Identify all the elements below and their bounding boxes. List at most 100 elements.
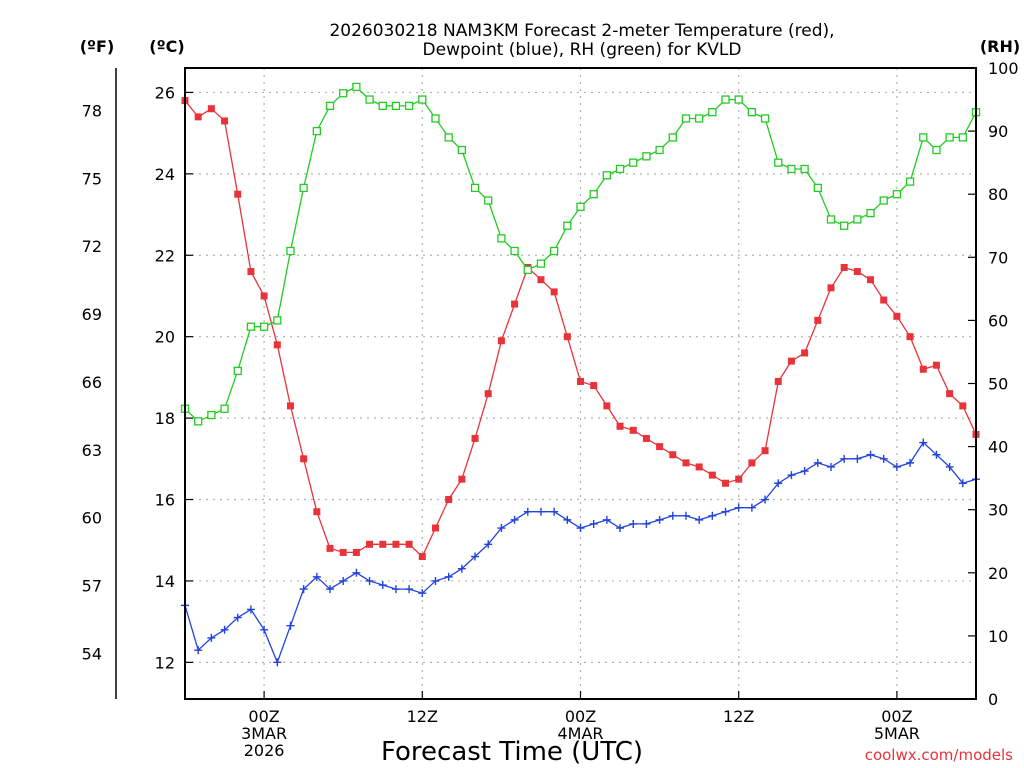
rh-point bbox=[905, 177, 915, 186]
rh-point bbox=[536, 259, 546, 268]
dewpoint-point bbox=[840, 454, 849, 463]
chart-title-line2: Dewpoint (blue), RH (green) for KVLD bbox=[423, 40, 742, 60]
rh-point bbox=[431, 114, 440, 123]
rh-point bbox=[259, 322, 269, 331]
rh-tick-label: 80 bbox=[988, 185, 1008, 204]
rh-series bbox=[180, 82, 981, 426]
rh-point bbox=[233, 366, 242, 376]
dewpoint-point bbox=[246, 605, 255, 614]
temperature-point bbox=[563, 333, 571, 341]
rh-point bbox=[510, 246, 519, 256]
temperature-point bbox=[537, 276, 545, 284]
temperature-point bbox=[286, 402, 294, 410]
rh-tick-label: 70 bbox=[988, 248, 1008, 267]
dewpoint-point bbox=[892, 462, 901, 471]
celsius-tick-label: 24 bbox=[155, 165, 175, 184]
temperature-point bbox=[590, 382, 598, 390]
dewpoint-point bbox=[681, 511, 690, 520]
temperature-point bbox=[853, 268, 861, 276]
celsius-tick-label: 22 bbox=[155, 246, 175, 265]
temperature-point bbox=[656, 443, 664, 451]
rh-point bbox=[879, 196, 888, 205]
dewpoint-point bbox=[589, 519, 598, 528]
dewpoint-point bbox=[233, 613, 242, 622]
temperature-point bbox=[840, 263, 848, 271]
rh-point bbox=[945, 133, 954, 142]
temperature-point bbox=[814, 316, 822, 324]
rh-point bbox=[325, 101, 335, 111]
time-tick-label: 4MAR bbox=[557, 724, 603, 743]
dewpoint-point bbox=[471, 552, 480, 561]
fahrenheit-tick-label: 63 bbox=[82, 441, 102, 460]
rh-point bbox=[958, 133, 967, 142]
temperature-point bbox=[326, 544, 334, 552]
temperature-point bbox=[339, 548, 347, 556]
temperature-point bbox=[352, 548, 360, 556]
temperature-point bbox=[787, 357, 795, 365]
rh-point bbox=[721, 95, 730, 104]
rh-point bbox=[286, 246, 295, 256]
rh-point bbox=[576, 202, 585, 211]
rh-point bbox=[484, 196, 493, 205]
dewpoint-point bbox=[747, 503, 756, 512]
rh-point bbox=[497, 234, 506, 243]
rh-point bbox=[932, 145, 941, 155]
temperature-point bbox=[669, 451, 677, 459]
rh-point bbox=[457, 145, 467, 155]
rh-tick-label: 10 bbox=[988, 627, 1008, 646]
rh-tick-label: 90 bbox=[988, 122, 1008, 141]
celsius-tick-label: 18 bbox=[155, 409, 175, 428]
dewpoint-point bbox=[405, 585, 414, 594]
rh-point bbox=[853, 215, 862, 224]
time-tick-label: 12Z bbox=[723, 707, 754, 726]
rh-point bbox=[589, 190, 598, 199]
rh-point bbox=[194, 417, 203, 426]
fahrenheit-tick-label: 57 bbox=[82, 576, 102, 595]
temperature-point bbox=[366, 540, 374, 548]
unit-rh-label: (RH) bbox=[980, 37, 1020, 56]
temperature-point bbox=[774, 377, 782, 385]
dewpoint-point bbox=[721, 507, 730, 516]
rh-point bbox=[892, 190, 902, 199]
dewpoint-point bbox=[826, 462, 835, 471]
temperature-point bbox=[221, 117, 229, 125]
series-layer bbox=[180, 82, 981, 667]
temperature-point bbox=[207, 105, 215, 113]
dewpoint-point bbox=[800, 467, 809, 476]
dewpoint-point bbox=[286, 621, 295, 630]
temperature-point bbox=[682, 459, 690, 467]
dewpoint-point bbox=[457, 564, 466, 573]
temperature-point bbox=[392, 540, 400, 548]
dewpoint-point bbox=[523, 507, 532, 516]
temperature-point bbox=[616, 422, 624, 430]
dewpoint-point bbox=[919, 438, 928, 447]
temperature-point bbox=[260, 292, 268, 300]
celsius-tick-label: 16 bbox=[155, 491, 175, 510]
dewpoint-point bbox=[365, 576, 374, 585]
time-tick-label: 12Z bbox=[407, 707, 438, 726]
temperature-point bbox=[827, 284, 835, 292]
dewpoint-point bbox=[945, 462, 954, 471]
rh-tick-label: 30 bbox=[988, 501, 1008, 520]
rh-tick-label: 100 bbox=[988, 59, 1019, 78]
rh-point bbox=[352, 82, 361, 92]
rh-point bbox=[708, 108, 717, 117]
rh-point bbox=[919, 133, 928, 142]
dewpoint-series bbox=[181, 438, 980, 667]
temperature-point bbox=[893, 312, 901, 320]
rh-point bbox=[365, 95, 374, 104]
rh-point bbox=[563, 221, 572, 230]
dewpoint-point bbox=[774, 479, 783, 488]
rh-point bbox=[404, 101, 414, 111]
temperature-point bbox=[431, 524, 439, 532]
celsius-tick-label: 14 bbox=[155, 572, 175, 591]
dewpoint-point bbox=[761, 495, 770, 504]
dewpoint-point bbox=[444, 572, 453, 581]
dewpoint-point bbox=[616, 524, 625, 533]
temperature-point bbox=[405, 540, 413, 548]
temperature-point bbox=[603, 402, 611, 410]
temperature-point bbox=[247, 268, 255, 276]
rh-point bbox=[840, 221, 849, 230]
temperature-point bbox=[932, 361, 940, 369]
temperature-point bbox=[629, 426, 637, 434]
